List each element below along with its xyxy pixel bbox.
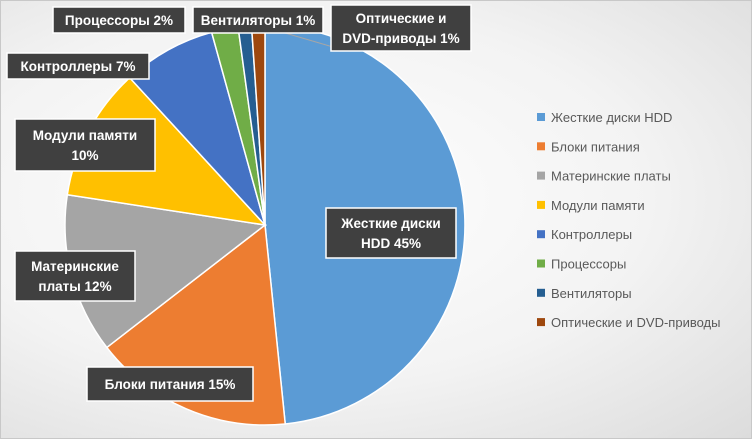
data-label-text: платы 12% (38, 279, 111, 294)
legend-swatch (537, 288, 545, 297)
data-label-модули-памяти: Модули памяти 10% (14, 118, 156, 172)
legend-item-модули-памяти: Модули памяти (537, 198, 645, 213)
legend-label: Блоки питания (551, 139, 640, 154)
data-label-box (14, 250, 136, 302)
legend-swatch (537, 142, 545, 151)
legend-label: Контроллеры (551, 227, 632, 242)
data-label-text: DVD-приводы 1% (342, 31, 459, 46)
data-label-box (330, 4, 472, 52)
data-label-text: HDD 45% (361, 236, 421, 251)
legend-swatch (537, 200, 545, 209)
data-label-box (6, 52, 150, 80)
data-label-box (52, 6, 186, 34)
legend-label: Оптические и DVD-приводы (551, 315, 720, 330)
legend-item-процессоры: Процессоры (537, 257, 626, 272)
data-label-контроллеры: Контроллеры 7% (6, 52, 150, 80)
legend-item-контроллеры: Контроллеры (537, 227, 632, 242)
data-label-text: Контроллеры 7% (21, 59, 136, 74)
legend-item-вентиляторы: Вентиляторы (537, 286, 632, 301)
legend-swatch (537, 230, 545, 239)
data-label-материнские-платы: Материнские платы 12% (14, 250, 136, 302)
pie-slices (64, 24, 466, 426)
legend-swatch (537, 259, 545, 268)
legend-label: Процессоры (551, 257, 626, 272)
data-label-text: Материнские (31, 259, 119, 274)
legend-item-жесткие-диски-hdd: Жесткие диски HDD (537, 110, 672, 125)
legend-label: Жесткие диски HDD (551, 110, 672, 125)
data-label-box (192, 6, 324, 34)
legend-item-оптические-и-dvd-приводы: Оптические и DVD-приводы (537, 315, 720, 330)
data-label-оптические-и-dvd-приводы: Оптические и DVD-приводы 1% (330, 4, 472, 52)
data-label-text: Процессоры 2% (65, 13, 173, 28)
legend-item-блоки-питания: Блоки питания (537, 139, 640, 154)
legend-label: Вентиляторы (551, 286, 632, 301)
data-label-box (325, 207, 457, 259)
data-label-text: Жесткие диски (340, 216, 440, 231)
data-label-box (86, 366, 254, 402)
data-label-text: Вентиляторы 1% (201, 13, 316, 28)
data-label-вентиляторы: Вентиляторы 1% (192, 6, 324, 34)
legend-swatch (537, 113, 545, 121)
legend-swatch (537, 171, 545, 180)
legend-swatch (537, 318, 545, 327)
data-label-жесткие-диски-hdd: Жесткие диски HDD 45% (325, 207, 457, 259)
data-label-box (14, 118, 156, 172)
data-label-блоки-питания: Блоки питания 15% (86, 366, 254, 402)
legend: Жесткие диски HDD Блоки питания Матерински… (537, 110, 720, 330)
data-label-text: Модули памяти (33, 128, 137, 143)
legend-label: Материнские платы (551, 169, 671, 184)
legend-label: Модули памяти (551, 198, 645, 213)
legend-item-материнские-платы: Материнские платы (537, 169, 671, 184)
data-label-text: Блоки питания 15% (105, 377, 236, 392)
data-labels: Жесткие диски HDD 45% Блоки питания 15% Мат… (6, 4, 472, 402)
data-label-процессоры: Процессоры 2% (52, 6, 186, 34)
data-label-text: 10% (71, 148, 98, 163)
data-label-text: Оптические и (356, 11, 447, 26)
